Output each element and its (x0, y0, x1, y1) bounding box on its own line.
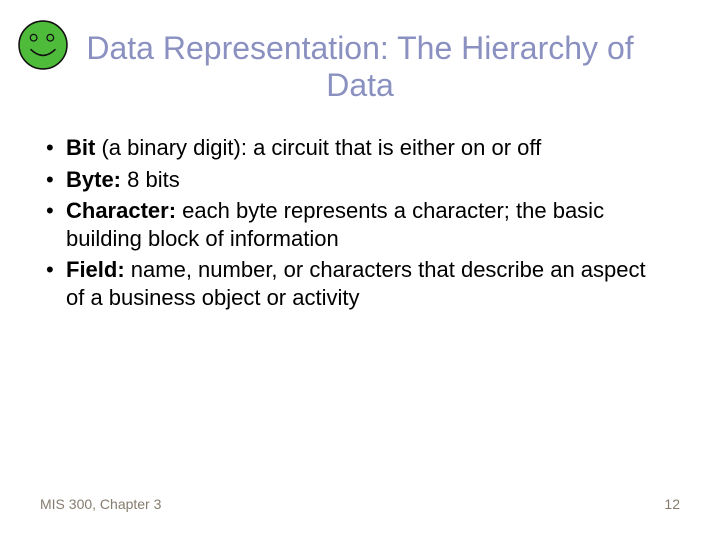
term: Bit (66, 135, 95, 160)
footer-right: 12 (664, 496, 680, 512)
slide: Data Representation: The Hierarchy of Da… (0, 0, 720, 540)
term: Character: (66, 198, 176, 223)
bullet-list: Bit (a binary digit): a circuit that is … (42, 134, 670, 311)
smiley-icon (18, 20, 68, 75)
desc: name, number, or characters that describ… (66, 257, 646, 310)
term: Byte: (66, 167, 121, 192)
list-item: Character: each byte represents a charac… (42, 197, 670, 252)
list-item: Field: name, number, or characters that … (42, 256, 670, 311)
list-item: Byte: 8 bits (42, 166, 670, 194)
list-item: Bit (a binary digit): a circuit that is … (42, 134, 670, 162)
term: Field: (66, 257, 125, 282)
footer-left: MIS 300, Chapter 3 (40, 496, 161, 512)
desc: (a binary digit): a circuit that is eith… (95, 135, 541, 160)
desc: 8 bits (121, 167, 180, 192)
slide-title: Data Representation: The Hierarchy of Da… (50, 30, 670, 104)
